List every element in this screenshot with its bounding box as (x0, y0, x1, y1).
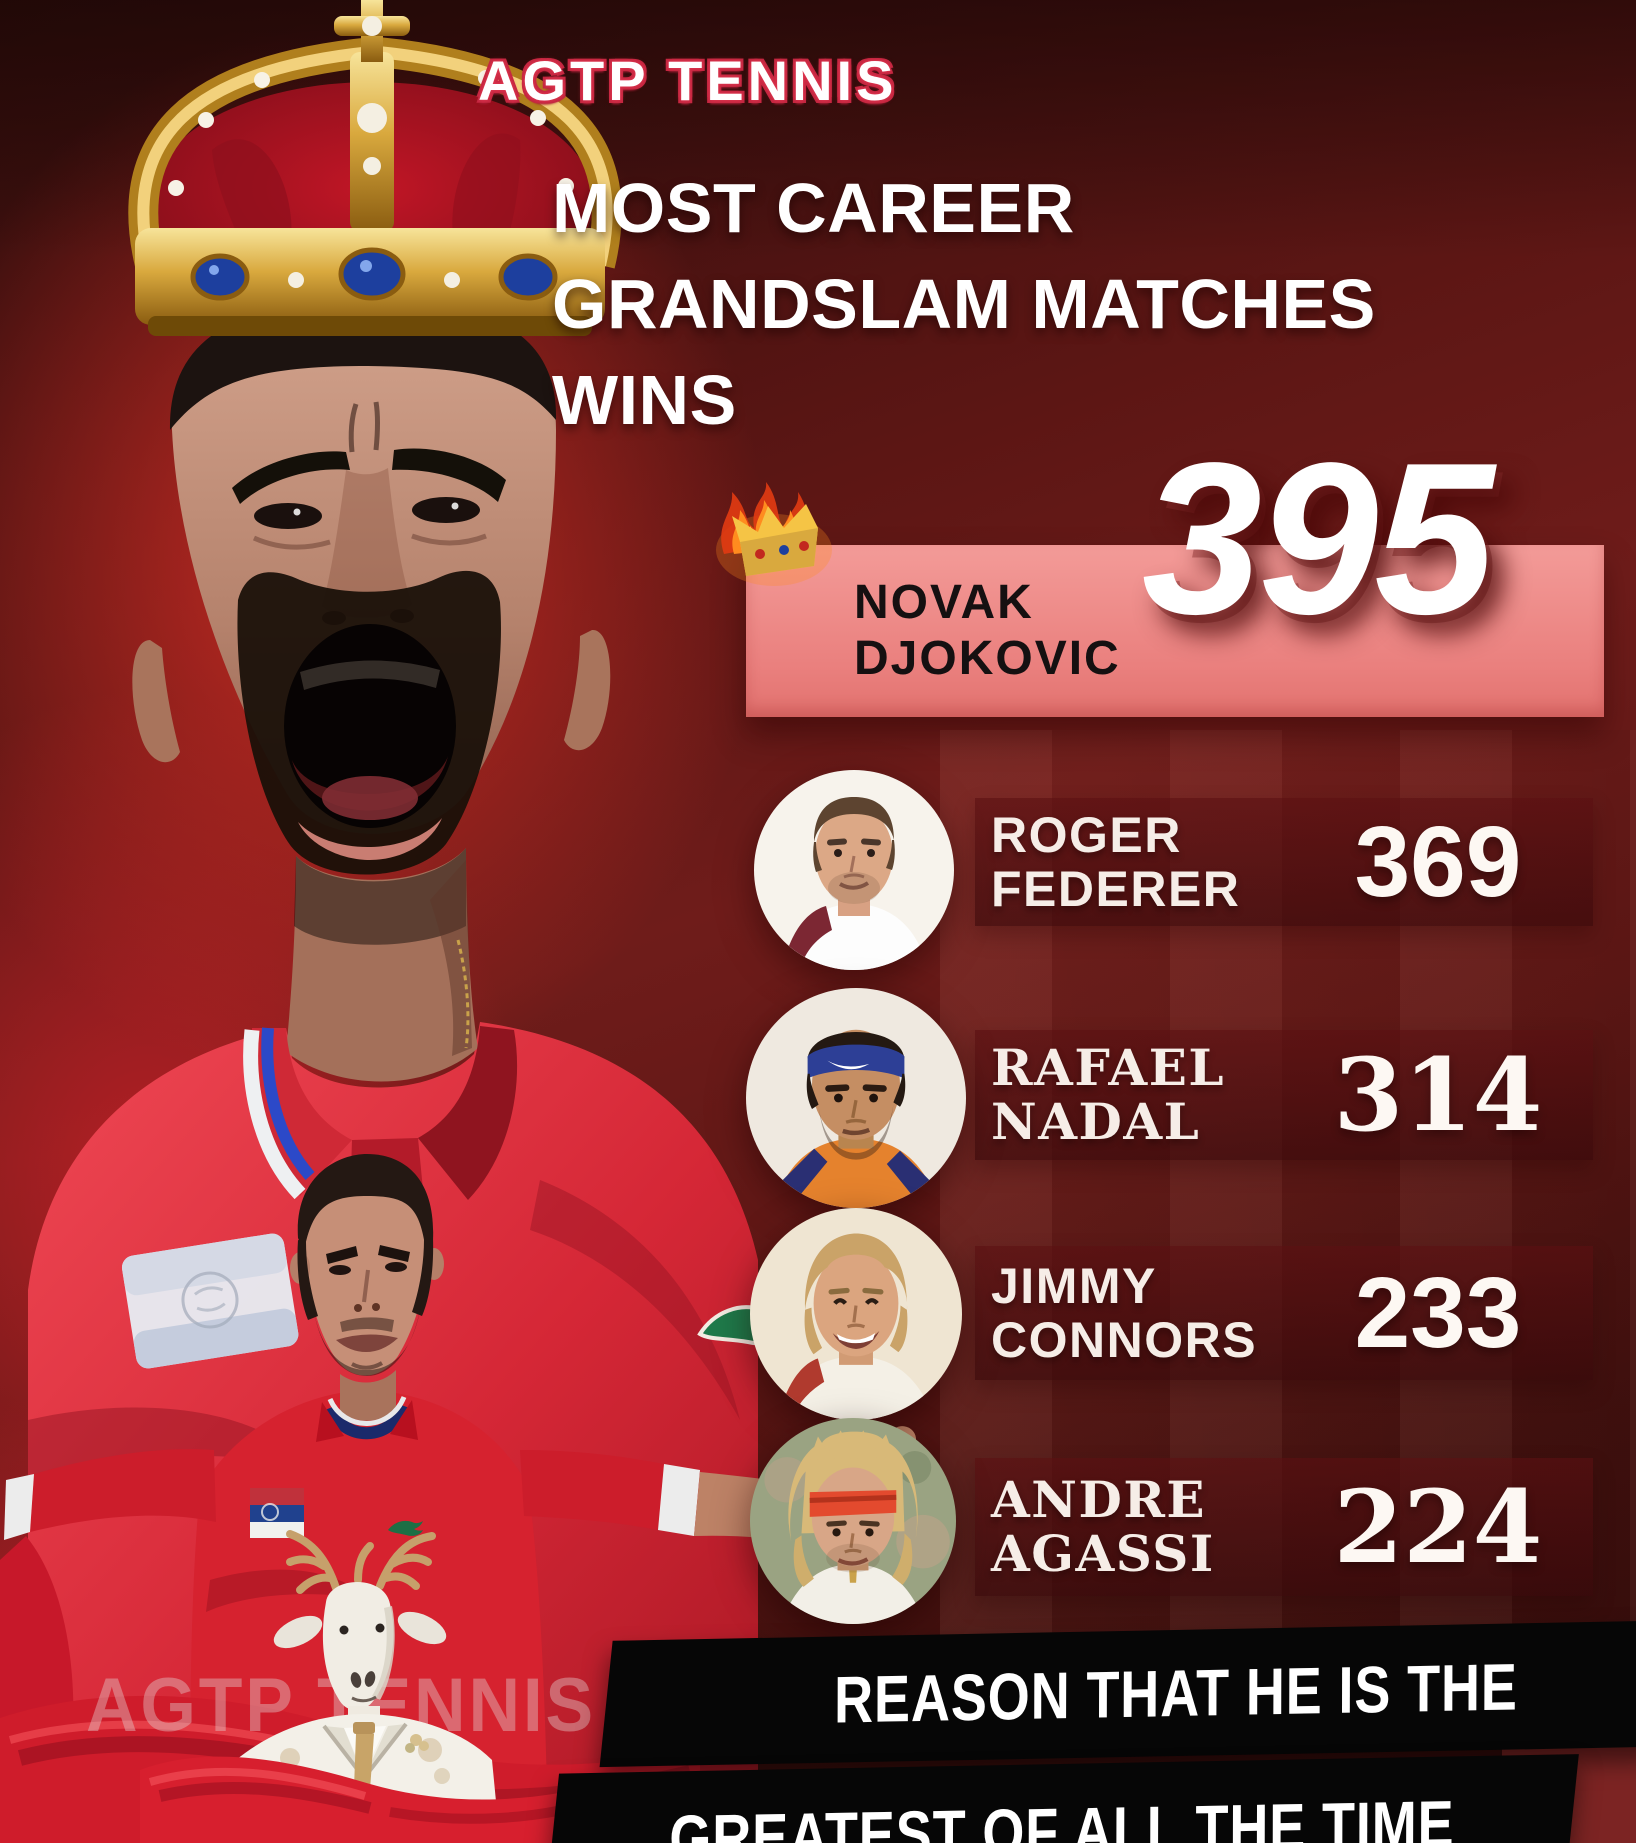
footer-text-1: REASON THAT HE IS THE (834, 1649, 1518, 1737)
player-last-name: AGASSI (991, 1524, 1215, 1583)
crown-icon (128, 0, 622, 336)
player-first-name: RAFAEL (991, 1038, 1225, 1097)
andre-agassi-avatar (750, 1418, 956, 1624)
footer-banner-line-1: REASON THAT HE IS THE (599, 1618, 1636, 1768)
flaming-crown-icon (716, 482, 832, 586)
small-crocodile-icon (388, 1520, 423, 1536)
champion-banner: NOVAK DJOKOVIC (746, 545, 1604, 717)
player-last-name: CONNORS (991, 1312, 1258, 1368)
goat-in-suit-illustration (140, 1530, 610, 1843)
player-name: ANDRE AGASSI (975, 1473, 1283, 1581)
title-line-3: WINS (552, 361, 737, 439)
serbia-flag-patch-icon (250, 1488, 304, 1538)
player-score: 224 (1333, 1468, 1543, 1586)
player-row-nadal: RAFAEL NADAL 314 (975, 1030, 1593, 1160)
jimmy-connors-avatar (750, 1208, 962, 1420)
player-first-name: ROGER (991, 807, 1182, 863)
champion-first-name: NOVAK (854, 576, 1034, 629)
player-first-name: JIMMY (991, 1258, 1157, 1314)
roger-federer-avatar (754, 770, 954, 970)
player-name: RAFAEL NADAL (975, 1041, 1283, 1149)
champion-last-name: DJOKOVIC (854, 632, 1121, 685)
player-name: JIMMY CONNORS (975, 1259, 1283, 1367)
player-name: ROGER FEDERER (975, 808, 1283, 916)
rafael-nadal-avatar (746, 988, 966, 1208)
player-score: 314 (1333, 1036, 1543, 1154)
player-score: 233 (1354, 1256, 1522, 1369)
goat-antlers-icon (286, 1530, 436, 1594)
champion-name: NOVAK DJOKOVIC (854, 575, 1121, 687)
footer-text-2: GREATEST OF ALL THE TIME (669, 1786, 1455, 1843)
page-title: MOST CAREER GRANDSLAM MATCHES WINS (552, 160, 1532, 448)
title-line-2: GRANDSLAM MATCHES (552, 265, 1376, 343)
player-score: 369 (1354, 805, 1522, 918)
brand-logo-text: AGTP TENNIS (478, 49, 898, 112)
player-first-name: ANDRE (991, 1470, 1207, 1529)
player-row-agassi: ANDRE AGASSI 224 (975, 1458, 1593, 1596)
player-last-name: FEDERER (991, 861, 1241, 917)
player-row-connors: JIMMY CONNORS 233 (975, 1246, 1593, 1380)
player-row-federer: ROGER FEDERER 369 (975, 798, 1593, 926)
boutonniere-icon (405, 1734, 429, 1753)
champion-score: 395 (1142, 417, 1494, 659)
player-last-name: NADAL (991, 1092, 1201, 1151)
title-line-1: MOST CAREER (552, 169, 1075, 247)
